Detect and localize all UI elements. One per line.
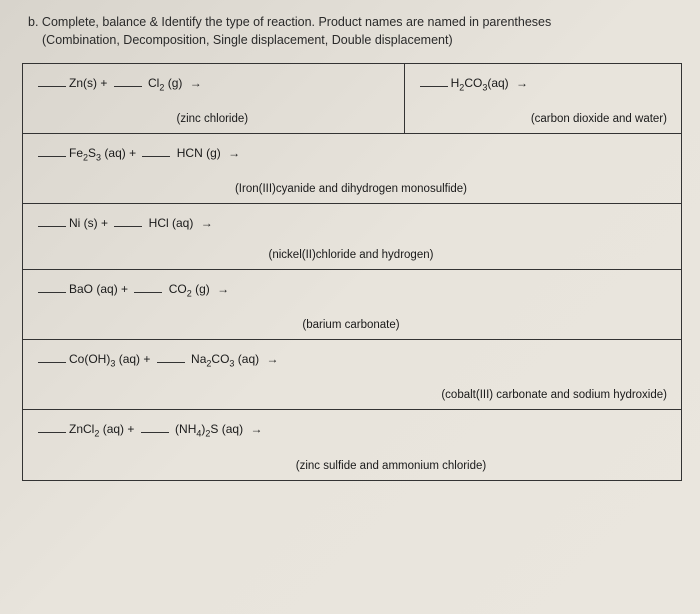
reactions-table: Zn(s) + Cl2 (g) → (zinc chloride) H2CO3(… (22, 63, 682, 481)
table-row: ZnCl2 (aq) + (NH4)2S (aq) → (zinc sulfid… (23, 410, 681, 480)
product-name: (zinc sulfide and ammonium chloride) (115, 460, 671, 472)
table-row: Co(OH)3 (aq) + Na2CO3 (aq) → (cobalt(III… (23, 340, 681, 410)
cell-full: ZnCl2 (aq) + (NH4)2S (aq) → (zinc sulfid… (23, 410, 681, 480)
cell-left: Zn(s) + Cl2 (g) → (zinc chloride) (23, 64, 405, 133)
table-row: Fe2S3 (aq) + HCN (g) → (Iron(III)cyanide… (23, 134, 681, 204)
cell-full: Ni (s) + HCl (aq) → (nickel(II)chloride … (23, 204, 681, 269)
equation: Fe2S3 (aq) + HCN (g) → (35, 144, 671, 165)
cell-right: H2CO3(aq) → (carbon dioxide and water) (405, 64, 681, 133)
equation: Zn(s) + Cl2 (g) → (35, 74, 394, 95)
instruction-line2: (Combination, Decomposition, Single disp… (42, 33, 453, 47)
product-name: (cobalt(III) carbonate and sodium hydrox… (35, 389, 671, 401)
product-name: (Iron(III)cyanide and dihydrogen monosul… (35, 183, 671, 195)
instruction-line1: Complete, balance & Identify the type of… (42, 15, 551, 29)
equation: BaO (aq) + CO2 (g) → (35, 280, 671, 301)
equation: ZnCl2 (aq) + (NH4)2S (aq) → (35, 420, 671, 441)
cell-full: BaO (aq) + CO2 (g) → (barium carbonate) (23, 270, 681, 339)
product-name: (carbon dioxide and water) (417, 113, 671, 125)
product-name: (zinc chloride) (35, 113, 394, 125)
cell-full: Fe2S3 (aq) + HCN (g) → (Iron(III)cyanide… (23, 134, 681, 203)
table-row: BaO (aq) + CO2 (g) → (barium carbonate) (23, 270, 681, 340)
equation: Ni (s) + HCl (aq) → (35, 214, 671, 233)
instructions: b. Complete, balance & Identify the type… (22, 14, 682, 49)
question-ident: b. (28, 15, 38, 29)
table-row: Ni (s) + HCl (aq) → (nickel(II)chloride … (23, 204, 681, 270)
cell-full: Co(OH)3 (aq) + Na2CO3 (aq) → (cobalt(III… (23, 340, 681, 409)
table-row: Zn(s) + Cl2 (g) → (zinc chloride) H2CO3(… (23, 64, 681, 134)
product-name: (nickel(II)chloride and hydrogen) (35, 249, 671, 261)
product-name: (barium carbonate) (35, 319, 671, 331)
equation: H2CO3(aq) → (417, 74, 671, 95)
equation: Co(OH)3 (aq) + Na2CO3 (aq) → (35, 350, 671, 371)
